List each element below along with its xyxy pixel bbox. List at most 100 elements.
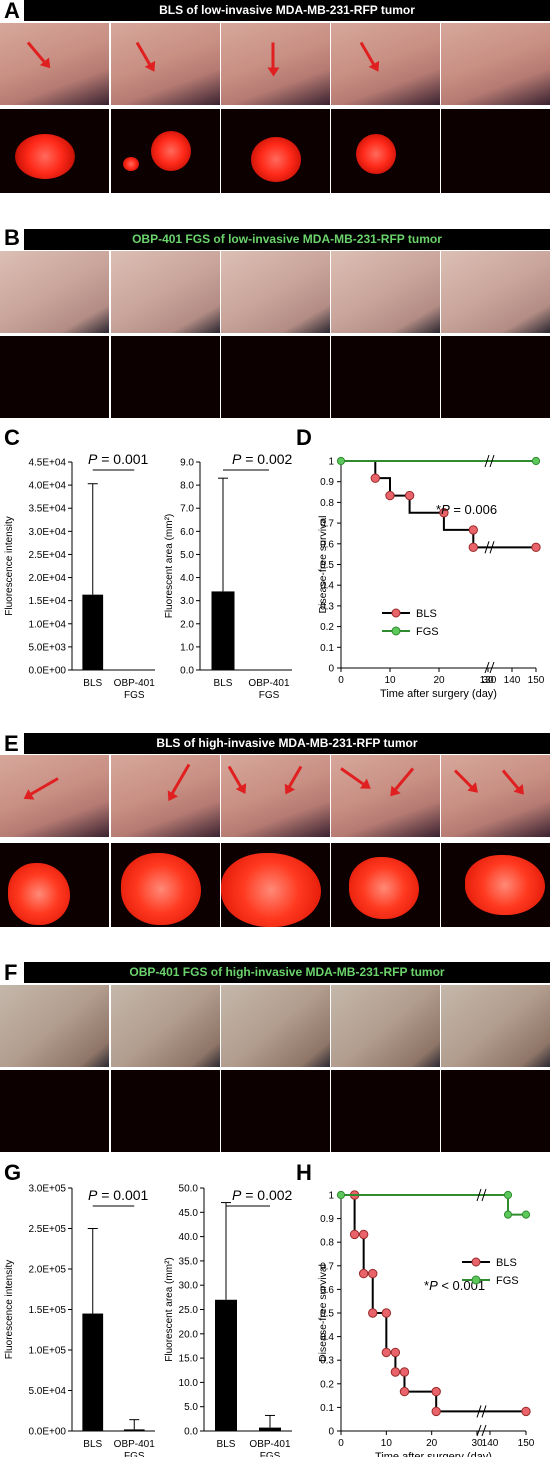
p-value-annotation: P = 0.001: [88, 451, 149, 467]
fluorescence-photo: [0, 843, 109, 927]
panel-letter-b: B: [4, 225, 20, 250]
bar: [211, 591, 235, 670]
x-tick-label: BLS: [217, 1439, 236, 1450]
fluorescence-photo: [221, 1070, 330, 1152]
fluorescence-photo: [111, 1070, 220, 1152]
red-arrow-icon: [359, 41, 377, 68]
rfp-tumor-signal: [123, 157, 139, 171]
bar: [123, 1429, 145, 1431]
y-axis-label: Fluorescence intensity: [4, 516, 15, 616]
y-tick-label: 0.1: [320, 643, 334, 654]
y-tick-label: 0.1: [320, 1403, 334, 1414]
survival-marker-bls: [431, 1406, 441, 1417]
y-axis-label: Fluorescent area (mm²): [164, 514, 175, 618]
y-tick-label: 4.0: [180, 573, 194, 584]
fluorescence-photo: [0, 336, 109, 418]
y-tick-label: 0.7: [320, 1261, 334, 1272]
axis-break-mark: [481, 1424, 487, 1437]
brightfield-photo: [331, 251, 440, 333]
p-value-annotation: *P = 0.006: [436, 502, 497, 517]
line-break-mark: [484, 541, 490, 554]
survival-marker-bls: [385, 490, 395, 501]
brightfield-photo: [221, 251, 330, 333]
survival-marker-bls: [390, 1367, 401, 1377]
legend-marker: [391, 608, 401, 618]
p-value-annotation: P = 0.002: [232, 451, 293, 467]
panel-letter-e: E: [4, 731, 19, 756]
fluorescence-photo: [111, 109, 220, 193]
y-tick-label: 2.0: [180, 619, 194, 630]
brightfield-photo: [221, 985, 330, 1067]
fluorescence-photo: [221, 843, 330, 927]
y-tick-label: 0.0E+00: [28, 1427, 66, 1438]
legend-label: FGS: [416, 626, 439, 638]
y-tick-label: 5.0E+04: [28, 1386, 66, 1397]
x-axis-label: Time after surgery (day): [380, 688, 497, 700]
x-tick-label: 150: [528, 675, 545, 686]
fluorescence-photo: [0, 1070, 109, 1152]
y-tick-label: 0.6: [320, 539, 334, 550]
rfp-tumor-signal: [221, 853, 321, 927]
survival-marker-bls: [468, 525, 479, 535]
survival-marker-bls: [399, 1386, 410, 1397]
y-tick-label: 0.6: [320, 1285, 334, 1296]
y-tick-label: 0.0: [184, 1427, 198, 1438]
x-tick-label: FGS: [260, 1451, 281, 1457]
y-tick-label: 0.2: [320, 1379, 334, 1390]
fluorescence-photo: [111, 336, 220, 418]
y-tick-label: 1.0E+05: [28, 1346, 66, 1357]
survival-marker-bls: [431, 1386, 441, 1397]
survival-marker-bls: [349, 1229, 360, 1240]
red-arrow-icon: [453, 769, 475, 790]
y-tick-label: 1: [328, 457, 334, 468]
x-tick-label: FGS: [124, 1451, 145, 1457]
line-break-mark: [489, 454, 495, 468]
red-arrow-icon: [286, 765, 303, 790]
fluorescence-photo: [111, 843, 220, 927]
x-tick-label: 20: [433, 675, 445, 686]
x-tick-label: 10: [381, 1438, 393, 1449]
y-tick-label: 0.5: [320, 560, 334, 571]
p-value-annotation: P = 0.001: [88, 1187, 149, 1203]
y-tick-label: 40.0: [179, 1232, 199, 1243]
panel-letter-g: G: [4, 1160, 22, 1185]
survival-marker-fgs: [531, 456, 541, 466]
x-tick-label: 10: [384, 675, 396, 686]
y-tick-label: 0.8: [320, 1238, 334, 1249]
survival-marker-fgs: [336, 1190, 346, 1200]
y-tick-label: 30.0: [179, 1281, 199, 1292]
y-tick-label: 2.5E+04: [28, 550, 66, 561]
axis-break-mark: [476, 1424, 482, 1437]
red-arrow-icon: [169, 763, 191, 797]
x-tick-label: 20: [426, 1438, 438, 1449]
rfp-tumor-signal: [15, 134, 75, 179]
y-axis-label: Disease-free survival: [317, 515, 329, 613]
y-tick-label: 0.0: [180, 666, 194, 677]
chart-c-fluorescent-area: Fluorescent area (mm²) 0.0 1.0 2.0 3.0 4.0 5.0…: [164, 451, 293, 700]
chart-h-survival: Disease-free survival 0 0.1 0.2 0.3 0.4 0.5 0.6…: [317, 1188, 535, 1457]
x-tick-label: FGS: [124, 690, 145, 700]
fluorescence-photo: [441, 109, 550, 193]
survival-marker-bls: [399, 1367, 410, 1377]
y-tick-label: 0.2: [320, 622, 334, 633]
legend-marker: [471, 1257, 481, 1267]
red-arrow-icon: [501, 769, 521, 792]
y-tick-label: 0.9: [320, 1214, 334, 1225]
y-tick-label: 50.0: [179, 1184, 199, 1195]
fluorescence-photo: [441, 1070, 550, 1152]
y-tick-label: 1.0E+04: [28, 619, 66, 630]
y-tick-label: 3.0E+05: [28, 1184, 66, 1195]
y-tick-label: 0.3: [320, 601, 334, 612]
y-tick-label: 5.0: [184, 1402, 198, 1413]
chart-d-survival: Disease-free survival 0 0.1 0.2 0.3 0.4 0.5 0.6…: [317, 454, 545, 700]
red-arrow-icon: [26, 41, 48, 65]
red-arrow-icon: [27, 777, 59, 797]
x-axis-label: Time after surgery (day): [375, 1451, 492, 1457]
fluorescence-photo: [331, 336, 440, 418]
y-tick-label: 4.0E+04: [28, 481, 66, 492]
survival-marker-bls: [381, 1308, 392, 1318]
y-tick-label: 0.3: [320, 1356, 334, 1367]
brightfield-photo: [111, 755, 220, 837]
brightfield-photo: [441, 755, 550, 837]
y-tick-label: 6.0: [180, 527, 194, 538]
